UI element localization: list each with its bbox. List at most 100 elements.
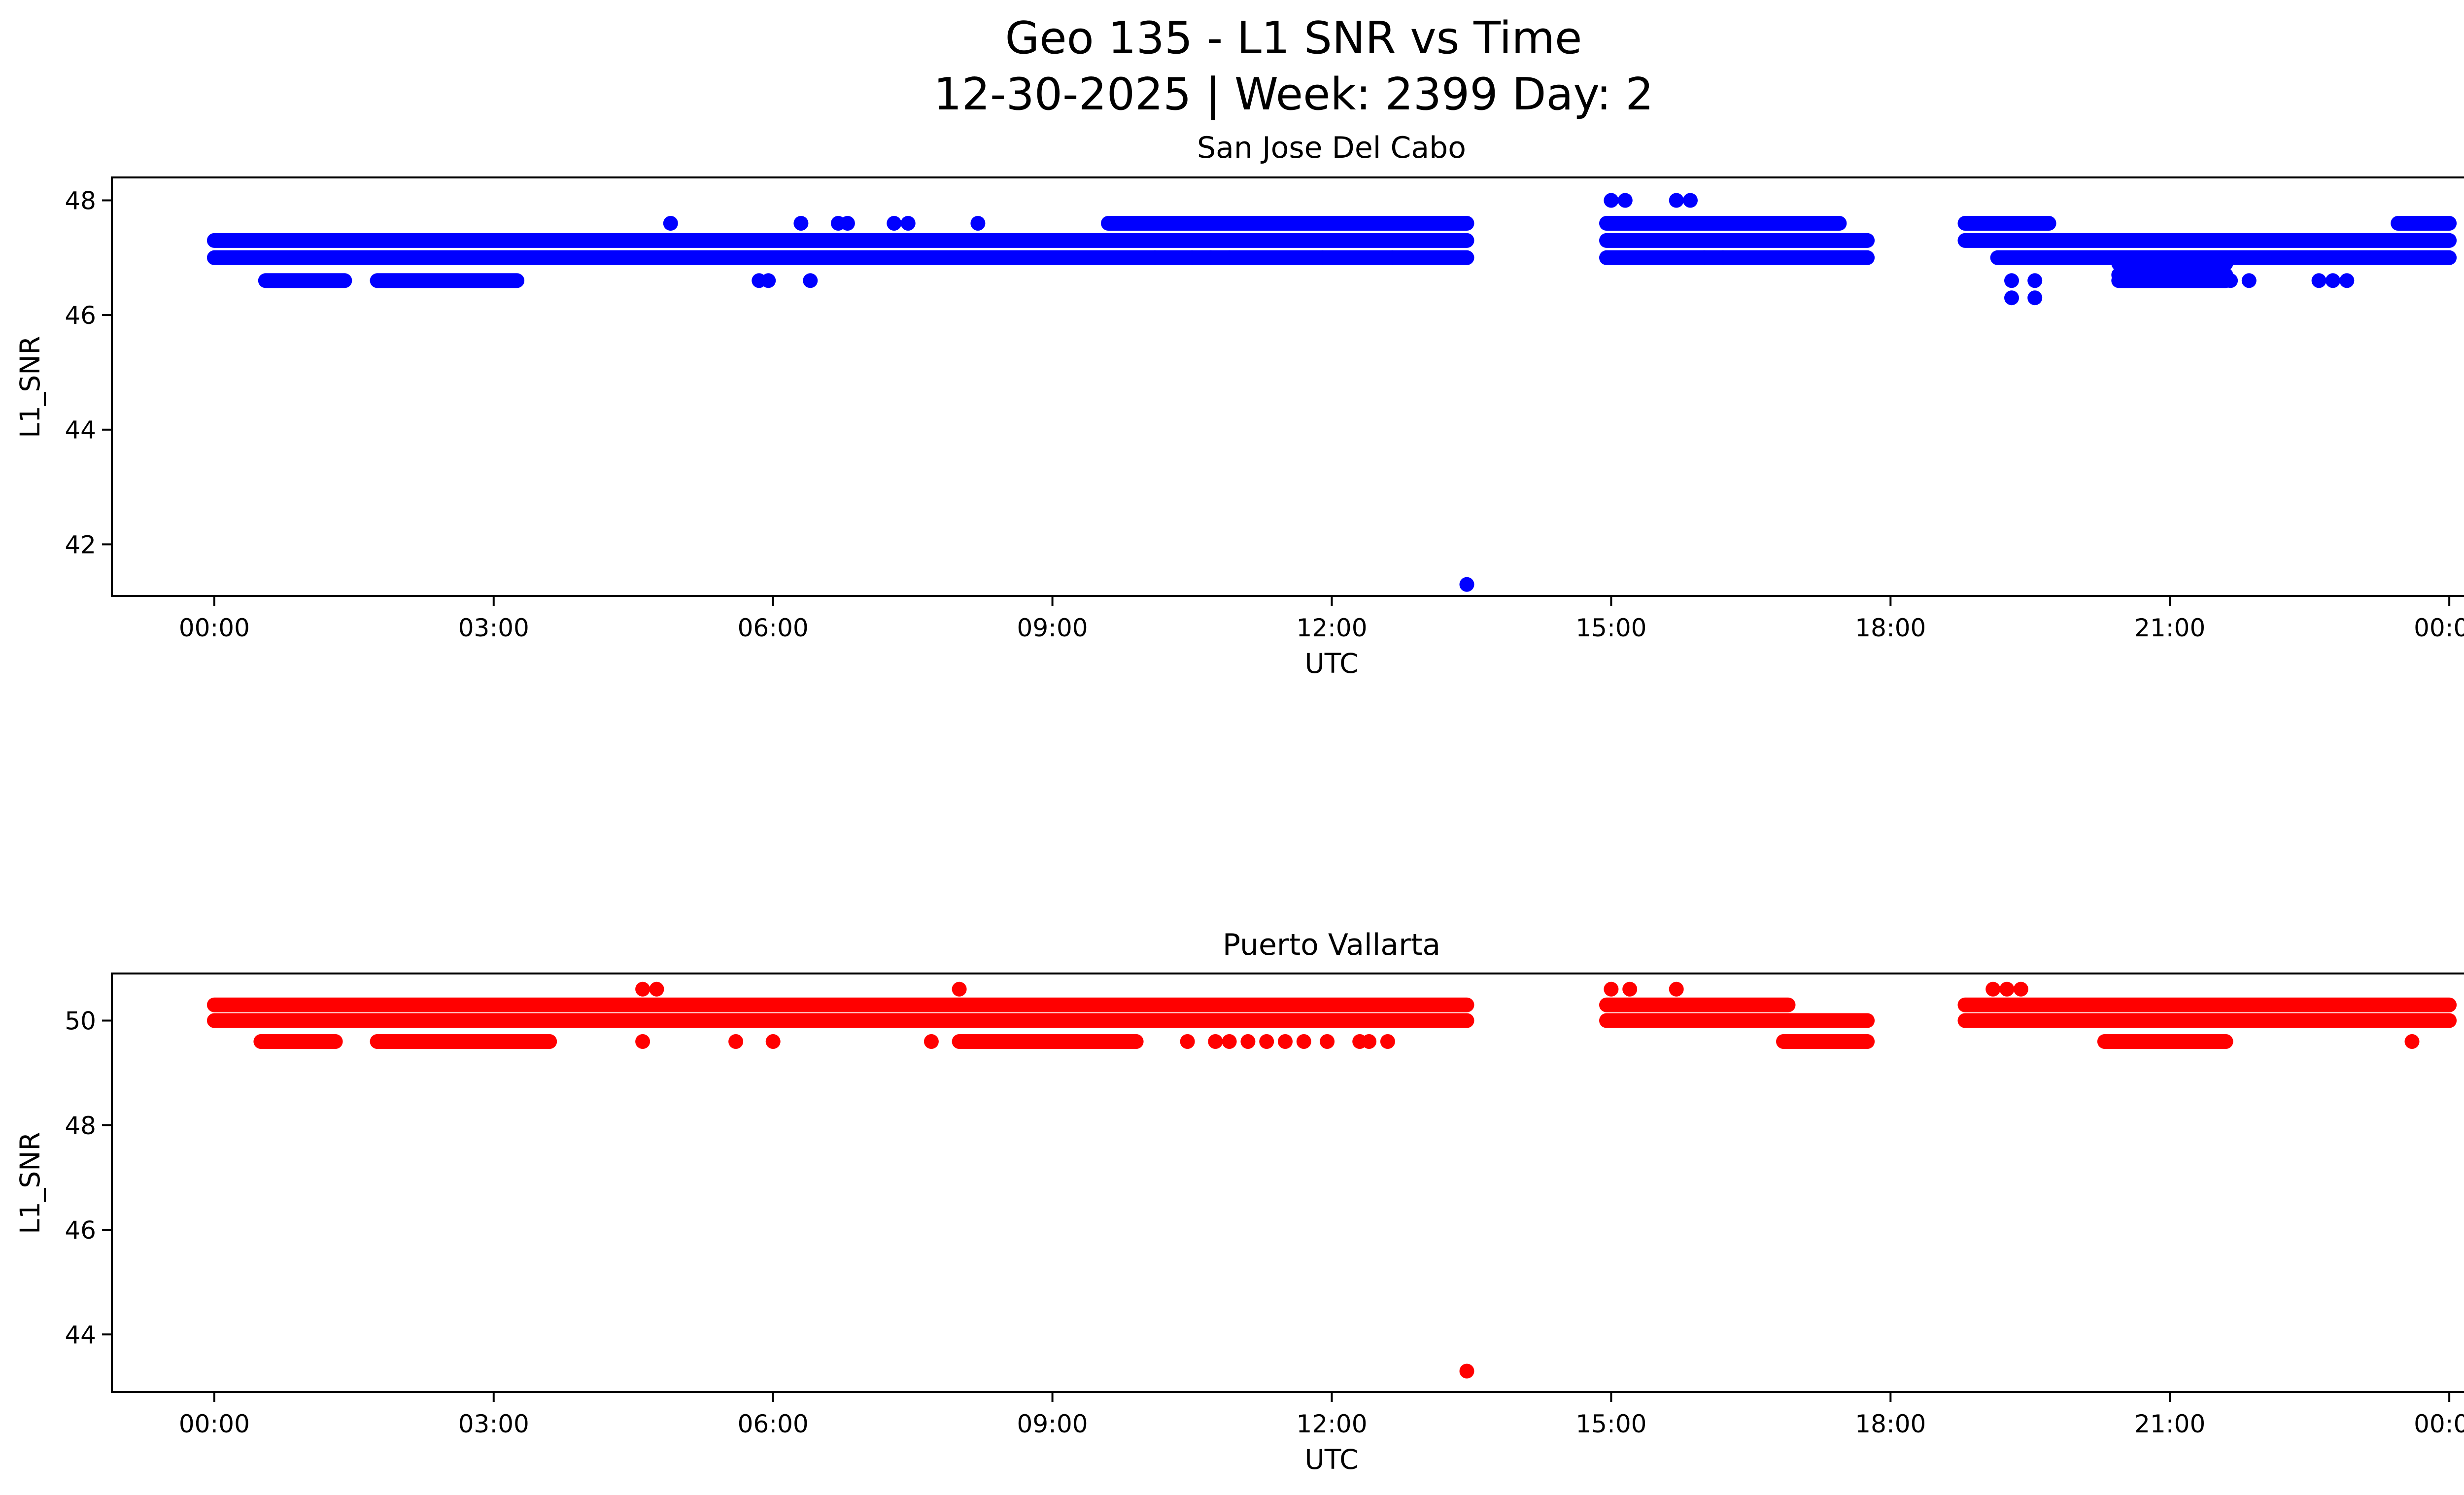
figure-title-line2: 12-30-2025 | Week: 2399 Day: 2 [933,69,1653,120]
data-point [2311,273,2327,288]
data-point [1385,250,1400,265]
x-tick-label: 09:00 [1017,1410,1088,1438]
point-band [253,1034,343,1049]
y-axis-ticks: 44 46 48 50 [65,1007,112,1349]
x-axis-label: UTC [1304,1444,1358,1475]
data-point [2004,290,2019,306]
point-band [2097,1034,2233,1049]
x-tick-label: 06:00 [738,614,809,642]
data-points [206,193,2457,592]
x-tick-label: 03:00 [458,1410,529,1438]
x-tick-label: 00:00 [179,614,250,642]
data-point [1985,981,2001,997]
x-tick-label: 00:00 [179,1410,250,1438]
point-band [1957,233,2457,248]
plot-title: San Jose Del Cabo [1197,131,1466,165]
data-point [793,216,809,231]
point-band [1599,997,1796,1012]
data-point [887,216,902,231]
data-point [1669,193,1684,208]
x-axis-ticks: 00:00 03:00 06:00 09:00 12:00 15:00 18:00 21:00… [179,1392,2464,1438]
x-tick-label: 21:00 [2134,1410,2205,1438]
y-axis-label: L1_SNR [14,336,46,438]
data-point [1222,250,1237,265]
data-point [649,981,664,997]
data-point [663,216,678,231]
point-band [2111,256,2233,271]
data-point [2027,273,2043,288]
data-point [1240,1034,1256,1049]
x-tick-label: 15:00 [1575,1410,1646,1438]
data-point [2004,273,2019,288]
point-band [1599,216,1847,231]
data-point [2404,1034,2420,1049]
x-tick-label: 03:00 [458,614,529,642]
x-tick-label: 18:00 [1855,1410,1926,1438]
point-band [1101,216,1474,231]
point-band [2391,216,2457,231]
data-point [765,1034,781,1049]
data-point [1362,1034,1377,1049]
data-point [1617,193,1633,208]
x-tick-label: 18:00 [1855,614,1926,642]
plot-title: Puerto Vallarta [1223,928,1440,962]
point-band [2111,267,2233,282]
data-point [1147,250,1163,265]
x-tick-label: 12:00 [1296,614,1367,642]
data-point [1278,1034,1293,1049]
data-point [1459,577,1474,592]
data-point [970,216,986,231]
y-tick-label: 44 [65,1321,96,1349]
y-tick-label: 42 [65,530,96,559]
point-band [206,233,1474,248]
data-point [1315,250,1330,265]
data-point [2027,290,2043,306]
x-tick-label: 15:00 [1575,614,1646,642]
data-point [1185,250,1199,265]
data-point [761,273,776,288]
data-point [803,273,818,288]
data-point [840,216,855,231]
data-point [2325,273,2340,288]
data-point [2241,273,2257,288]
data-point [900,216,916,231]
y-tick-label: 44 [65,416,96,445]
y-tick-label: 46 [65,301,96,330]
x-tick-label: 21:00 [2134,614,2205,642]
data-point [1669,981,1684,997]
y-tick-label: 50 [65,1007,96,1036]
y-tick-label: 48 [65,1112,96,1140]
data-point [1296,1034,1311,1049]
point-band [370,1034,557,1049]
data-point [1697,250,1712,265]
data-point [2339,273,2355,288]
data-point [2013,981,2028,997]
x-tick-label: 12:00 [1296,1410,1367,1438]
data-point [635,1034,650,1049]
data-point [1203,250,1218,265]
data-point [1459,1363,1474,1379]
x-tick-label: 09:00 [1017,614,1088,642]
point-band [1599,250,1875,265]
x-tick-label: 00:00 [2414,614,2464,642]
data-point [1604,981,1619,997]
data-point [1999,981,2015,997]
x-axis-ticks: 00:00 03:00 06:00 09:00 12:00 15:00 18:00 21:00… [179,596,2464,642]
data-point [728,1034,744,1049]
y-tick-label: 46 [65,1216,96,1245]
point-band [1957,1013,2457,1028]
data-point [1259,1034,1274,1049]
point-band [206,1013,1474,1028]
plot-san-jose-del-cabo: San Jose Del Cabo 00:00 03:00 06:00 09:00 12… [14,131,2464,679]
data-point [1622,981,1638,997]
point-band [1776,1034,1875,1049]
data-point [1715,250,1731,265]
point-band [206,250,1474,265]
data-point [1604,193,1619,208]
point-band [370,273,525,288]
data-points [206,981,2457,1379]
point-band [952,1034,1144,1049]
point-band [1957,997,2457,1012]
